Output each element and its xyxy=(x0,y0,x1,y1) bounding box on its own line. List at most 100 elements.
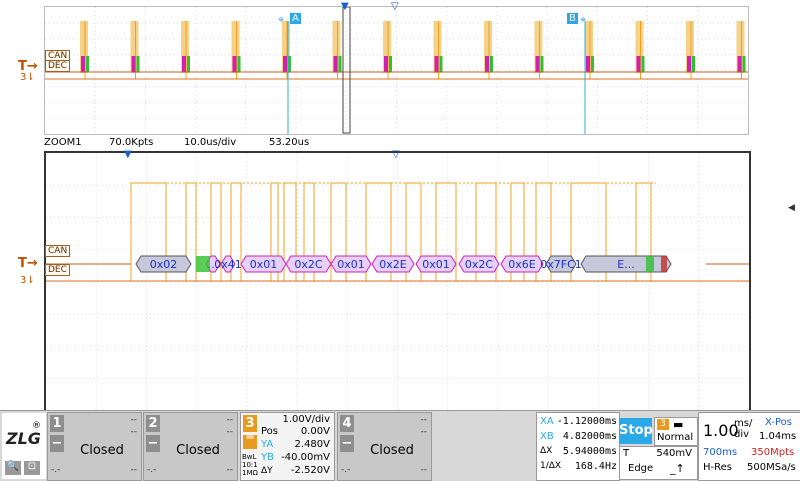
collapse-right-icon[interactable]: ◀ xyxy=(788,203,795,213)
hres-label: H-Res xyxy=(703,462,732,473)
can-frame-burst xyxy=(80,21,88,73)
decode-frame-label: 0x41 xyxy=(214,258,242,271)
ch3-impedance: 1MΩ xyxy=(242,469,258,477)
dec-label: DEC xyxy=(45,60,70,72)
cursor-a-label: A xyxy=(290,13,301,24)
center-marker-icon: ▽ xyxy=(391,1,399,12)
channel-number: 2 xyxy=(146,415,160,432)
can-frame-ack xyxy=(540,56,544,72)
dx-label: ΔX xyxy=(540,446,553,456)
can-frame-ack xyxy=(288,56,291,72)
decode-frame-label: 0x6E xyxy=(508,258,536,271)
decode-ack-marker xyxy=(196,256,210,272)
ch3-pos-value: 0.00V xyxy=(300,426,330,437)
coupling-value: -.- xyxy=(147,465,157,475)
decode-frame-label: ... xyxy=(208,258,219,271)
timebase-panel[interactable]: 1.00 ms/ div X-Pos 1.04ms 700ms 350Mpts … xyxy=(698,412,800,481)
zoom-position: 53.20us xyxy=(269,137,310,148)
decode-frame-shape xyxy=(135,255,192,273)
trigger-level: 540mV xyxy=(656,448,692,459)
trigger-position-icon[interactable]: ▼ xyxy=(341,1,349,12)
can-frame-marker xyxy=(434,56,439,72)
ch3-dy-value: -2.520V xyxy=(290,465,330,476)
channel-state: Closed xyxy=(176,443,220,458)
run-stop-button[interactable]: Stop xyxy=(619,418,653,444)
cursor-b-marker[interactable]: B ⌖ xyxy=(567,13,593,27)
offset-value: -- xyxy=(130,465,138,475)
timebase-value: 1.00 xyxy=(703,421,739,440)
trigger-level-icon[interactable]: T→ xyxy=(18,256,38,271)
decode-frame-shape xyxy=(220,255,236,273)
ch3-yb-value: -40.00mV xyxy=(281,452,330,463)
channel-2-panel[interactable]: 2 − -- -- Closed -.- -- xyxy=(143,412,238,481)
zoom-waveform-svg: 0x02 ...0x41 0x01 0x2C 0x01 0x2E 0x01 0x2C 0x6E 0… xyxy=(46,153,749,411)
trigger-mode: Normal xyxy=(657,432,694,443)
dx-value: 5.94000ms xyxy=(562,446,617,457)
ch3-marker[interactable]: 3⇂ xyxy=(20,72,35,83)
can-frame-ack xyxy=(641,56,645,72)
trigger-channel: 3 xyxy=(657,419,669,430)
channel-state: Closed xyxy=(370,443,414,458)
decode-ack-marker xyxy=(646,256,654,272)
offset-value: -- xyxy=(420,465,428,475)
trigger-edge-box[interactable]: T 540mV Edge _↑ xyxy=(619,446,698,480)
zoom-icon[interactable]: ⊡ xyxy=(24,461,40,475)
trigger-mode-box[interactable]: 3 ▬ Normal xyxy=(654,417,698,446)
coupling-value: -.- xyxy=(51,465,61,475)
can-frame-marker xyxy=(737,56,742,72)
can-frame-marker xyxy=(333,56,338,72)
trigger-position-icon[interactable]: ▼ xyxy=(124,149,132,160)
can-frame-burst xyxy=(433,21,442,73)
can-frame-marker xyxy=(384,56,388,72)
channel-3-panel[interactable]: 3 ═ 1.00V/div Pos 0.00V YA 2.480V YB -40… xyxy=(240,412,335,481)
can-frame-ack xyxy=(237,56,241,72)
can-frame-marker xyxy=(131,56,136,72)
decode-frame-label: 0x01 xyxy=(337,258,365,271)
search-icon[interactable]: 🔍 xyxy=(5,461,21,475)
inv-dx-label: 1/ΔX xyxy=(540,461,562,471)
can-frame-burst xyxy=(534,21,543,73)
ch3-dy-label: ΔY xyxy=(261,466,273,476)
can-frame-burst xyxy=(332,21,341,73)
cursor-measure-panel[interactable]: XA -1.12000ms XB 4.82000ms ΔX 5.94000ms … xyxy=(536,412,620,481)
can-frame-marker xyxy=(283,56,287,72)
can-frame-burst xyxy=(585,21,593,73)
pos-value: -- xyxy=(420,427,428,437)
can-frame-ack xyxy=(591,56,594,72)
can-frame-ack xyxy=(136,56,140,72)
channel-4-panel[interactable]: 4 − -- -- Closed -.- -- xyxy=(337,412,432,481)
can-frame-marker xyxy=(81,56,85,72)
zoom-waveform[interactable]: 0x02... 0x41 0x01 0x2C 0x01 0x2E 0x01 0x2C 0x6E 0… xyxy=(44,149,751,413)
cursor-a-marker[interactable]: ⌖ A xyxy=(278,13,302,27)
timebase-unit-bottom: div xyxy=(734,429,750,440)
zoom-info-bar: ZOOM1 70.0Kpts 10.0us/div 53.20us xyxy=(44,137,747,150)
record-length: 700ms xyxy=(703,447,738,458)
trigger-level-icon[interactable]: T→ xyxy=(18,59,38,74)
can-frame-marker xyxy=(687,56,691,72)
decode-frame-shape xyxy=(371,255,415,273)
trigger-type: Edge xyxy=(628,463,654,474)
decode-frame-label: 0x2C xyxy=(294,258,323,271)
can-frame-ack xyxy=(742,56,746,72)
can-frame-marker xyxy=(535,56,540,72)
can-frame-burst xyxy=(282,21,290,73)
can-frame-ack xyxy=(490,56,493,72)
can-frame-ack xyxy=(389,56,392,72)
vdiv-value: -- xyxy=(130,415,138,425)
trigger-label: T xyxy=(623,448,630,459)
can-frame-burst xyxy=(181,21,189,73)
minus-icon: − xyxy=(340,435,354,452)
channel-1-panel[interactable]: 1 − -- -- Closed -.- -- xyxy=(47,412,142,481)
ch3-marker[interactable]: 3⇂ xyxy=(20,275,35,286)
ch3-vdiv: 1.00V/div xyxy=(282,414,330,425)
sample-rate: 500MSa/s xyxy=(747,462,796,473)
minus-icon: − xyxy=(50,435,64,452)
minus-icon: − xyxy=(146,435,160,452)
can-frame-burst xyxy=(736,21,745,73)
decode-frame-label: 0x7FC1 xyxy=(540,258,582,271)
xb-value: 4.82000ms xyxy=(562,431,617,442)
vdiv-value: -- xyxy=(226,415,234,425)
can-frame-ack xyxy=(338,56,342,72)
overview-waveform[interactable]: ⌖ A B ⌖ ▼ ▽ xyxy=(44,1,749,135)
xpos-label: X-Pos xyxy=(765,417,792,428)
